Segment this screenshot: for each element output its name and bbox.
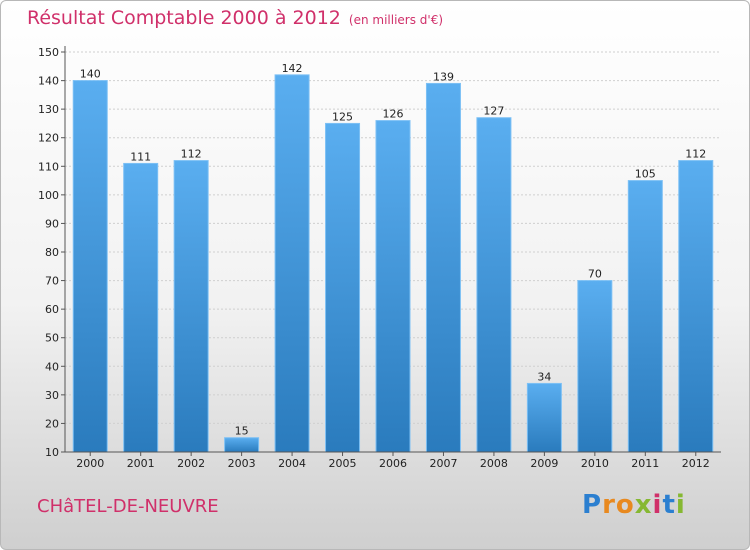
value-label: 15 [235,425,249,438]
logo-letter: r [602,490,616,520]
chart-subtitle: (en milliers d'€) [348,13,444,27]
bar-2006 [375,120,411,453]
y-tick-label: 20 [45,417,59,430]
labels: 10 20 30 40 50 60 70 80 90 100 110 120 130 140 150 140 2… [38,46,710,470]
value-label: 126 [383,108,404,121]
bar-2012 [678,160,714,453]
x-tick-label: 2010 [581,457,609,470]
bar-2007 [425,82,461,453]
y-tick-label: 70 [45,275,59,288]
value-label: 105 [635,168,656,181]
bar-2005 [325,122,361,453]
bar-2009 [526,382,562,453]
value-label: 125 [332,110,353,123]
value-label: 140 [80,68,101,81]
x-tick-label: 2007 [429,457,457,470]
value-label: 112 [685,148,706,161]
bars [72,74,714,453]
x-tick-label: 2003 [228,457,256,470]
bar-2004 [274,74,310,453]
y-tick-label: 80 [45,246,59,259]
x-tick-label: 2011 [631,457,659,470]
x-tick-label: 2012 [682,457,710,470]
chart-title: Résultat Comptable 2000 à 2012 (en millie… [27,7,443,29]
logo-letter: o [615,490,635,520]
x-tick-label: 2006 [379,457,407,470]
commune-name: CHâTEL-DE-NEUVRE [37,496,219,517]
bar-2008 [476,117,512,453]
bar-2010 [577,280,613,453]
bar-2001 [123,162,159,453]
value-label: 142 [282,62,303,75]
y-tick-label: 140 [38,75,59,88]
bar-2000 [72,80,108,453]
x-tick-label: 2005 [329,457,357,470]
value-label: 111 [130,150,151,163]
chart-title-text: Résultat Comptable 2000 à 2012 [27,7,341,29]
y-tick-label: 100 [38,189,59,202]
logo-letter: i [652,490,663,520]
x-tick-label: 2000 [76,457,104,470]
logo-letter: i [675,490,686,520]
y-tick-label: 130 [38,103,59,116]
x-tick-label: 2009 [530,457,558,470]
y-tick-label: 40 [45,360,59,373]
bar-2003 [224,437,260,453]
value-label: 139 [433,70,454,83]
y-tick-label: 10 [45,446,59,459]
x-tick-label: 2004 [278,457,306,470]
y-tick-label: 120 [38,132,59,145]
y-tick-label: 110 [38,160,59,173]
x-tick-label: 2002 [177,457,205,470]
x-tick-label: 2001 [127,457,155,470]
logo-letter: x [634,490,653,520]
y-tick-label: 30 [45,389,59,402]
y-tick-label: 60 [45,303,59,316]
logo-letter: t [662,490,676,520]
bar-2002 [173,160,209,453]
y-tick-label: 150 [38,46,59,59]
bar-2011 [627,180,663,453]
x-tick-label: 2008 [480,457,508,470]
y-tick-label: 90 [45,217,59,230]
value-label: 112 [181,148,202,161]
value-label: 70 [588,268,602,281]
value-label: 127 [483,105,504,118]
y-tick-label: 50 [45,332,59,345]
proxiti-logo: Proxiti [582,490,686,520]
logo-letter: P [582,490,603,520]
value-label: 34 [537,370,551,383]
axes [61,46,721,456]
